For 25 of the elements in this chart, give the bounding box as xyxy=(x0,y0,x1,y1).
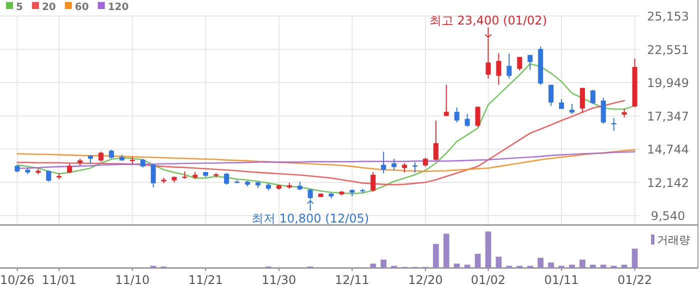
x-tick-label: 01/11 xyxy=(544,273,579,287)
y-tick-label: 19,949 xyxy=(647,76,689,90)
x-tick-label: 01/22 xyxy=(617,273,652,287)
legend-label: 20 xyxy=(42,2,56,13)
y-tick-label: 14,744 xyxy=(647,142,689,157)
annotation: 최저 10,800 (12/05) xyxy=(252,212,370,226)
y-tick-label: 25,153 xyxy=(647,10,689,24)
x-tick-label: 12/11 xyxy=(334,273,370,287)
legend-label: 5 xyxy=(16,2,23,13)
x-tick-label: 11/10 xyxy=(115,273,150,287)
y-tick-label: 22,551 xyxy=(647,42,689,57)
x-tick-label: 11/21 xyxy=(188,273,223,287)
legend-label: 거래량 xyxy=(657,234,690,246)
annotation: 최고 23,400 (01/02) xyxy=(429,13,548,28)
legend-label: 60 xyxy=(74,2,89,13)
x-tick-label: 11/30 xyxy=(262,273,296,287)
y-tick-label: 12,142 xyxy=(647,176,689,190)
x-tick-label: 12/20 xyxy=(408,273,443,287)
x-tick-label: 01/02 xyxy=(470,273,506,287)
legend-label: 120 xyxy=(108,2,129,13)
line-series xyxy=(16,149,636,172)
x-tick-label: 10/26 xyxy=(0,273,35,287)
y-tick-label: 17,347 xyxy=(647,109,689,124)
x-tick-label: 11/01 xyxy=(42,273,76,287)
y-tick-label: 9,540 xyxy=(650,209,686,224)
